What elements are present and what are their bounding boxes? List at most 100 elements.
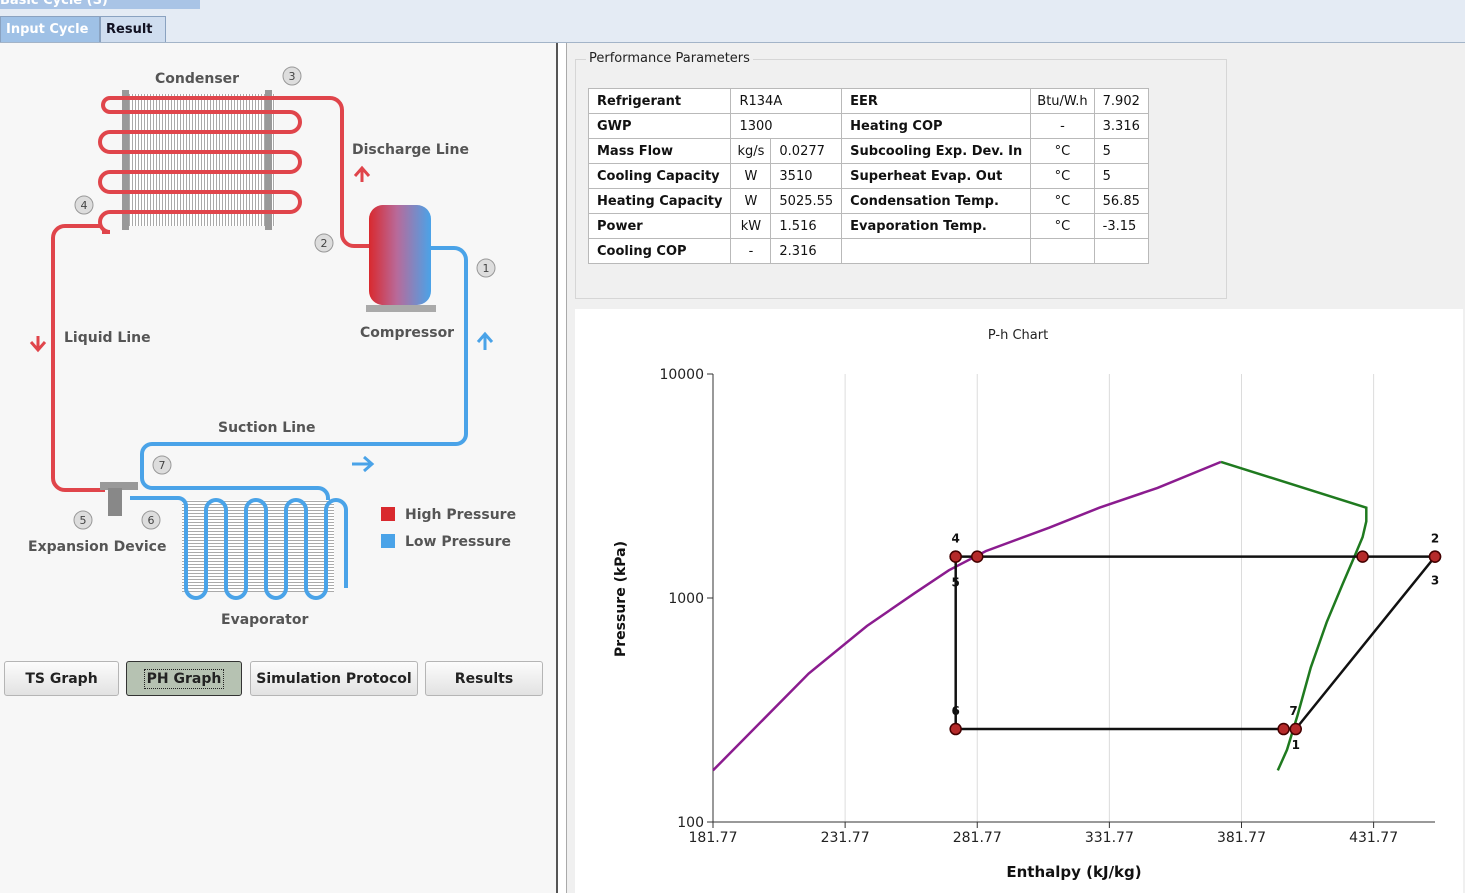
svg-text:3: 3 <box>289 70 296 83</box>
chart-x-tick-label: 331.77 <box>1085 830 1134 846</box>
tab-input-cycle[interactable]: Input Cycle <box>0 16 100 42</box>
chart-state-point <box>1356 550 1369 563</box>
discharge-line <box>300 96 370 248</box>
performance-cell-l2: Condensation Temp. <box>841 188 1032 214</box>
chart-x-tick-label: 231.77 <box>821 830 870 846</box>
ts-graph-button-label: TS Graph <box>25 670 98 687</box>
cycle-diagram-panel: Condenser Discharge Line Compressor Liqu… <box>0 43 558 893</box>
condenser-fins <box>125 94 275 226</box>
chart-state-point-label: 4 <box>951 532 959 546</box>
results-panel: Performance Parameters Refrigerant R134A E… <box>566 43 1465 893</box>
performance-cell-v2: 5 <box>1093 163 1149 189</box>
performance-row: Heating Capacity W 5025.55 Condensation Tem… <box>587 188 1149 214</box>
liquid-line <box>51 224 105 492</box>
chart-series-line-0 <box>712 460 1222 772</box>
simulation-protocol-button-label: Simulation Protocol <box>256 670 412 687</box>
performance-cell-v1: 5025.55 <box>770 188 843 214</box>
chart-state-point <box>1428 550 1442 563</box>
performance-cell-v1: 1300 <box>730 113 843 139</box>
performance-cell-l1: Heating Capacity <box>587 188 732 214</box>
performance-cell-u1: W <box>730 188 772 214</box>
performance-cell-l1: Mass Flow <box>587 138 732 164</box>
compressor-body <box>369 205 431 305</box>
point-badge-2: 2 <box>314 233 334 253</box>
svg-text:7: 7 <box>159 459 166 472</box>
condenser-bracket-left <box>122 90 129 230</box>
expansion-device-label: Expansion Device <box>28 539 166 555</box>
performance-cell-l1: Power <box>587 213 732 239</box>
chart-series-line-2 <box>954 555 1438 731</box>
condenser-bracket-right <box>265 90 272 230</box>
performance-table: Refrigerant R134A EER Btu/W.h 7.902 GWP 1300 He… <box>587 88 1149 264</box>
chart-x-tick-label: 281.77 <box>953 830 1002 846</box>
performance-cell-l1: Refrigerant <box>587 88 732 114</box>
flow-down-arrow-icon <box>29 336 47 353</box>
ts-graph-button[interactable]: TS Graph <box>4 661 119 696</box>
window-title-bar: Basic Cycle (S) <box>0 0 200 9</box>
chart-state-point-label: 2 <box>1431 532 1439 546</box>
performance-cell-v2: 5 <box>1093 138 1149 164</box>
point-badge-5: 5 <box>73 510 93 530</box>
chart-state-point <box>970 550 984 563</box>
chart-state-point <box>1289 722 1302 736</box>
ph-graph-button[interactable]: PH Graph <box>126 661 242 696</box>
chart-y-tick-label: 100 <box>677 815 704 831</box>
chart-state-point <box>949 550 962 563</box>
performance-cell-u2 <box>1030 238 1095 264</box>
point-badge-7: 7 <box>152 455 172 475</box>
performance-row: Refrigerant R134A EER Btu/W.h 7.902 <box>587 88 1149 114</box>
results-button[interactable]: Results <box>425 661 543 696</box>
performance-parameters-group: Performance Parameters Refrigerant R134A E… <box>575 51 1227 299</box>
chart-title: P-h Chart <box>988 328 1048 343</box>
performance-cell-v2: 3.316 <box>1093 113 1149 139</box>
chart-state-point <box>1277 722 1290 736</box>
performance-cell-u1: W <box>730 163 772 189</box>
performance-cell-l1: GWP <box>587 113 732 139</box>
performance-row: GWP 1300 Heating COP -3.316 <box>587 113 1149 139</box>
compressor-base <box>366 305 436 312</box>
performance-cell-v2: 7.902 <box>1093 88 1149 114</box>
performance-cell-l2: Subcooling Exp. Dev. In <box>841 138 1032 164</box>
evaporator-label: Evaporator <box>221 612 308 628</box>
svg-text:2: 2 <box>321 237 328 250</box>
ph-chart: P-h Chart Enthalpy (kJ/kg) Pressure (kPa… <box>613 328 1442 881</box>
performance-row: Cooling Capacity W 3510 Superheat Evap. Out… <box>587 163 1149 189</box>
performance-cell-l2: Evaporation Temp. <box>841 213 1032 239</box>
tab-result[interactable]: Result <box>100 16 166 42</box>
ph-graph-button-label: PH Graph <box>143 668 225 689</box>
chart-y-tick-label: 1000 <box>668 591 704 607</box>
simulation-protocol-button[interactable]: Simulation Protocol <box>250 661 418 696</box>
performance-row: Mass Flow kg/s 0.0277 Subcooling Exp. Dev. … <box>587 138 1149 164</box>
suction-line-label: Suction Line <box>218 420 315 436</box>
evaporator-coil <box>130 496 348 600</box>
performance-cell-u2: °C <box>1030 188 1095 214</box>
svg-text:4: 4 <box>81 199 88 212</box>
performance-cell-v1: 0.0277 <box>770 138 843 164</box>
point-badge-1: 1 <box>476 258 496 278</box>
svg-text:6: 6 <box>148 514 155 527</box>
performance-row: Power kW 1.516 Evaporation Temp. °C -3.15 <box>587 213 1149 239</box>
performance-cell-l1: Cooling Capacity <box>587 163 732 189</box>
window-title: Basic Cycle (S) <box>0 0 108 8</box>
svg-text:1: 1 <box>483 262 490 275</box>
chart-state-point-label: 7 <box>1289 704 1297 718</box>
performance-cell-v2: -3.15 <box>1093 213 1149 239</box>
performance-parameters-title: Performance Parameters <box>586 51 753 66</box>
flow-up-arrow-blue-icon <box>476 331 494 350</box>
performance-cell-v2 <box>1093 238 1149 264</box>
header-bar <box>0 0 1465 43</box>
performance-cell-l2: Superheat Evap. Out <box>841 163 1032 189</box>
performance-cell-l1: Cooling COP <box>587 238 732 264</box>
point-badge-4: 4 <box>74 195 94 215</box>
performance-cell-u1: kg/s <box>730 138 772 164</box>
legend-high-label: High Pressure <box>405 507 516 523</box>
point-badge-6: 6 <box>141 510 161 530</box>
chart-y-tick-label: 10000 <box>659 367 704 383</box>
point-badge-3: 3 <box>282 66 302 86</box>
cycle-diagram: Condenser Discharge Line Compressor Liqu… <box>28 66 516 628</box>
chart-state-point <box>949 722 962 736</box>
flow-up-arrow-icon <box>353 165 371 182</box>
performance-cell-l2: Heating COP <box>841 113 1032 139</box>
performance-cell-v2: 56.85 <box>1093 188 1149 214</box>
suction-line <box>140 246 468 520</box>
